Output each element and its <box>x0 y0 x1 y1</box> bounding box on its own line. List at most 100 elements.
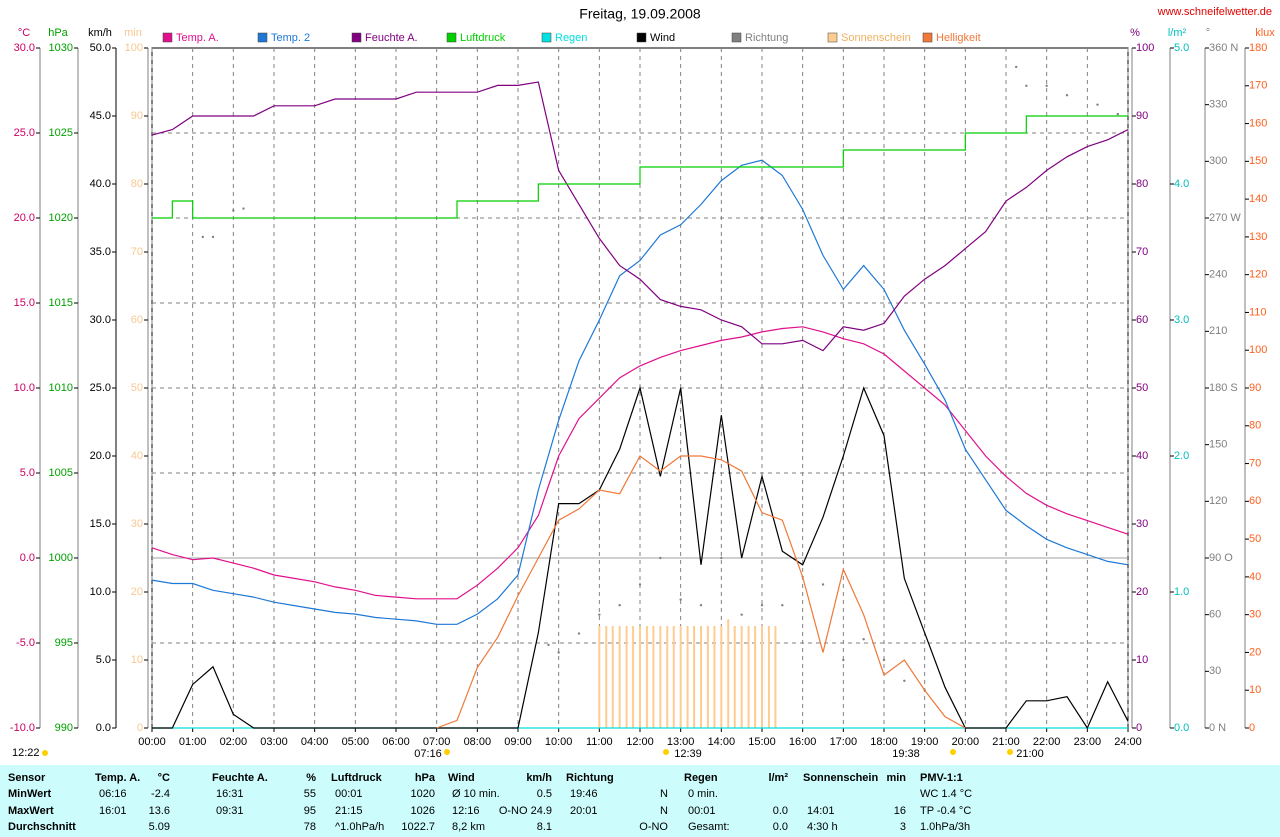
y-tick-label: 30 <box>1249 609 1261 621</box>
sunshine-bar <box>645 626 648 728</box>
table-cell: 4:30 h <box>807 821 838 833</box>
axis-title: klux <box>1255 27 1275 39</box>
y-tick-label: 180 S <box>1209 382 1238 394</box>
y-tick-label: 1030 <box>49 42 73 54</box>
direction-dot <box>821 583 825 586</box>
y-tick-label: 50 <box>1136 382 1148 394</box>
sunshine-bar <box>598 626 601 728</box>
y-tick-label: 150 <box>1209 439 1227 451</box>
table-cell: 3 <box>899 821 906 833</box>
y-tick-label: 330 <box>1209 99 1227 111</box>
axis-title: hPa <box>48 27 68 39</box>
y-tick-label: 90 <box>131 110 143 122</box>
row-label: MaxWert <box>8 804 54 817</box>
table-cell: 1022.7 <box>401 821 435 833</box>
axis-title: l/m² <box>1168 27 1187 39</box>
direction-dot <box>760 604 764 607</box>
table-cell: 16:31 <box>216 788 244 800</box>
y-tick-label: 210 <box>1209 325 1227 337</box>
table-cell: 95 <box>303 804 316 817</box>
y-tick-label: 30 <box>131 518 143 530</box>
y-tick-label: 300 <box>1209 155 1227 167</box>
sunshine-bar <box>605 626 608 728</box>
series-line <box>151 326 1129 600</box>
sunshine-bar <box>774 626 777 728</box>
legend-swatch <box>257 32 268 43</box>
x-tick-label: 22:00 <box>1033 736 1061 748</box>
x-tick-label: 18:00 <box>870 736 898 748</box>
y-tick-label: 90 <box>1136 110 1148 122</box>
direction-dot <box>1045 84 1048 87</box>
direction-dot <box>598 613 601 616</box>
sunshine-bar <box>652 626 655 728</box>
time-annotation: 21:00 <box>1016 748 1044 760</box>
y-tick-label: 2.0 <box>1174 450 1189 462</box>
direction-dot <box>242 207 245 210</box>
legend-label: Sonnenschein <box>841 32 911 44</box>
y-tick-label: 60 <box>1249 495 1261 507</box>
table-cell: 00:01 <box>688 804 716 817</box>
legend-label: Temp. A. <box>176 32 219 44</box>
direction-dot <box>720 556 723 560</box>
table-cell: 16 <box>893 804 906 817</box>
table-cell: 8.1 <box>536 821 552 833</box>
sunshine-bar <box>727 619 730 728</box>
sunshine-bar <box>672 626 675 728</box>
y-tick-label: 1015 <box>49 297 73 309</box>
series-line <box>151 81 1129 352</box>
table-cell: 20:01 <box>570 804 598 817</box>
y-tick-label: 70 <box>1249 457 1261 469</box>
y-tick-label: 1020 <box>49 212 73 224</box>
direction-dot <box>1096 103 1099 106</box>
table-header: Sensor <box>8 772 46 784</box>
table-cell: 06:16 <box>99 788 127 800</box>
y-tick-label: 30.0 <box>14 42 35 54</box>
y-tick-label: 50 <box>131 382 143 394</box>
row-label: MinWert <box>8 788 52 800</box>
x-tick-label: 23:00 <box>1074 736 1102 748</box>
y-tick-label: 70 <box>1136 246 1148 258</box>
legend-label: Richtung <box>745 32 788 44</box>
table-cell: Gesamt: <box>688 821 730 833</box>
time-annotation: 19:38 <box>892 748 920 760</box>
sunshine-bar <box>686 626 689 728</box>
sunshine-bar <box>747 626 750 728</box>
y-tick-label: 20 <box>1136 586 1148 598</box>
y-tick-label: 100 <box>1136 42 1154 54</box>
x-tick-label: 03:00 <box>260 736 288 748</box>
table-cell: ^1.0hPa/h <box>335 821 385 833</box>
table-header: Richtung <box>566 772 614 784</box>
axis-title: ° <box>1206 27 1210 39</box>
table-cell: 13.6 <box>148 804 170 817</box>
time-annotation: 12:39 <box>674 748 702 760</box>
axis-title: km/h <box>88 27 112 39</box>
x-tick-label: 00:00 <box>138 736 166 748</box>
y-tick-label: 5.0 <box>96 654 111 666</box>
sun-icon <box>1007 749 1013 755</box>
table-cell: 12:16 <box>452 804 480 817</box>
y-tick-label: 1005 <box>49 467 73 479</box>
series-line <box>436 455 966 729</box>
y-tick-label: 120 <box>1249 269 1267 281</box>
y-tick-label: 90 O <box>1209 552 1233 564</box>
table-header: Feuchte A. <box>212 772 268 784</box>
y-tick-label: 990 <box>55 722 73 734</box>
table-unit: km/h <box>526 772 552 784</box>
direction-dot <box>1025 84 1028 87</box>
sunshine-bar <box>666 626 669 728</box>
sunshine-bar <box>761 626 763 728</box>
sun-icon <box>950 749 956 755</box>
table-cell: 1026 <box>410 804 435 817</box>
y-tick-label: 25.0 <box>90 382 111 394</box>
sunshine-bar <box>767 626 770 728</box>
site-url: www.schneifelwetter.de <box>1157 6 1272 18</box>
y-tick-label: 995 <box>55 637 73 649</box>
y-tick-label: 80 <box>131 178 143 190</box>
y-tick-label: 25.0 <box>14 127 35 139</box>
table-cell: O-NO 24.9 <box>498 804 552 817</box>
direction-dot <box>211 235 215 239</box>
sunshine-bar <box>706 626 709 728</box>
y-tick-label: 0 <box>1136 722 1142 734</box>
y-tick-label: 1010 <box>49 382 73 394</box>
y-tick-label: 0 <box>1249 722 1255 734</box>
